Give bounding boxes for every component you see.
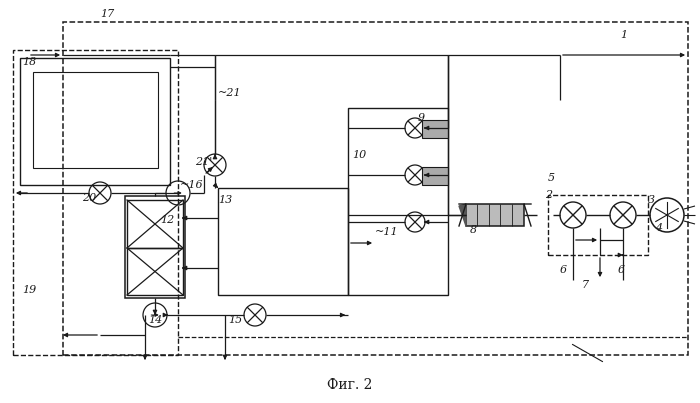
Bar <box>548 195 648 255</box>
Text: 5: 5 <box>548 173 555 183</box>
Bar <box>125 196 185 298</box>
Text: 6: 6 <box>560 265 567 275</box>
Text: 12: 12 <box>160 215 174 225</box>
Bar <box>422 120 448 138</box>
Text: ~16: ~16 <box>180 180 204 190</box>
Bar <box>33 72 158 168</box>
Bar <box>20 58 170 185</box>
Text: ~21: ~21 <box>218 88 241 98</box>
Text: 8: 8 <box>470 225 477 235</box>
Bar <box>466 204 524 226</box>
Text: 19: 19 <box>22 285 36 295</box>
Text: ~11: ~11 <box>375 227 398 237</box>
Bar <box>63 22 688 355</box>
Bar <box>127 200 183 248</box>
Text: 4: 4 <box>655 223 662 233</box>
Text: 15: 15 <box>228 315 242 325</box>
Text: 9: 9 <box>418 113 425 123</box>
Text: 10: 10 <box>352 150 366 160</box>
Text: Фиг. 2: Фиг. 2 <box>328 378 372 392</box>
Text: 1: 1 <box>620 30 627 40</box>
Text: 3: 3 <box>648 195 655 205</box>
Text: 6: 6 <box>618 265 625 275</box>
Text: 14: 14 <box>148 315 162 325</box>
Text: 18: 18 <box>22 57 36 67</box>
Bar <box>127 248 183 295</box>
Bar <box>422 167 448 185</box>
Polygon shape <box>459 204 466 226</box>
Bar <box>218 188 348 295</box>
Text: 2: 2 <box>545 190 552 200</box>
Text: 13: 13 <box>218 195 232 205</box>
Text: 7: 7 <box>582 280 589 290</box>
Bar <box>13 50 178 355</box>
Text: 21': 21' <box>195 157 212 167</box>
Bar <box>348 108 448 295</box>
Text: 17: 17 <box>100 9 114 19</box>
Text: 20: 20 <box>82 193 97 203</box>
